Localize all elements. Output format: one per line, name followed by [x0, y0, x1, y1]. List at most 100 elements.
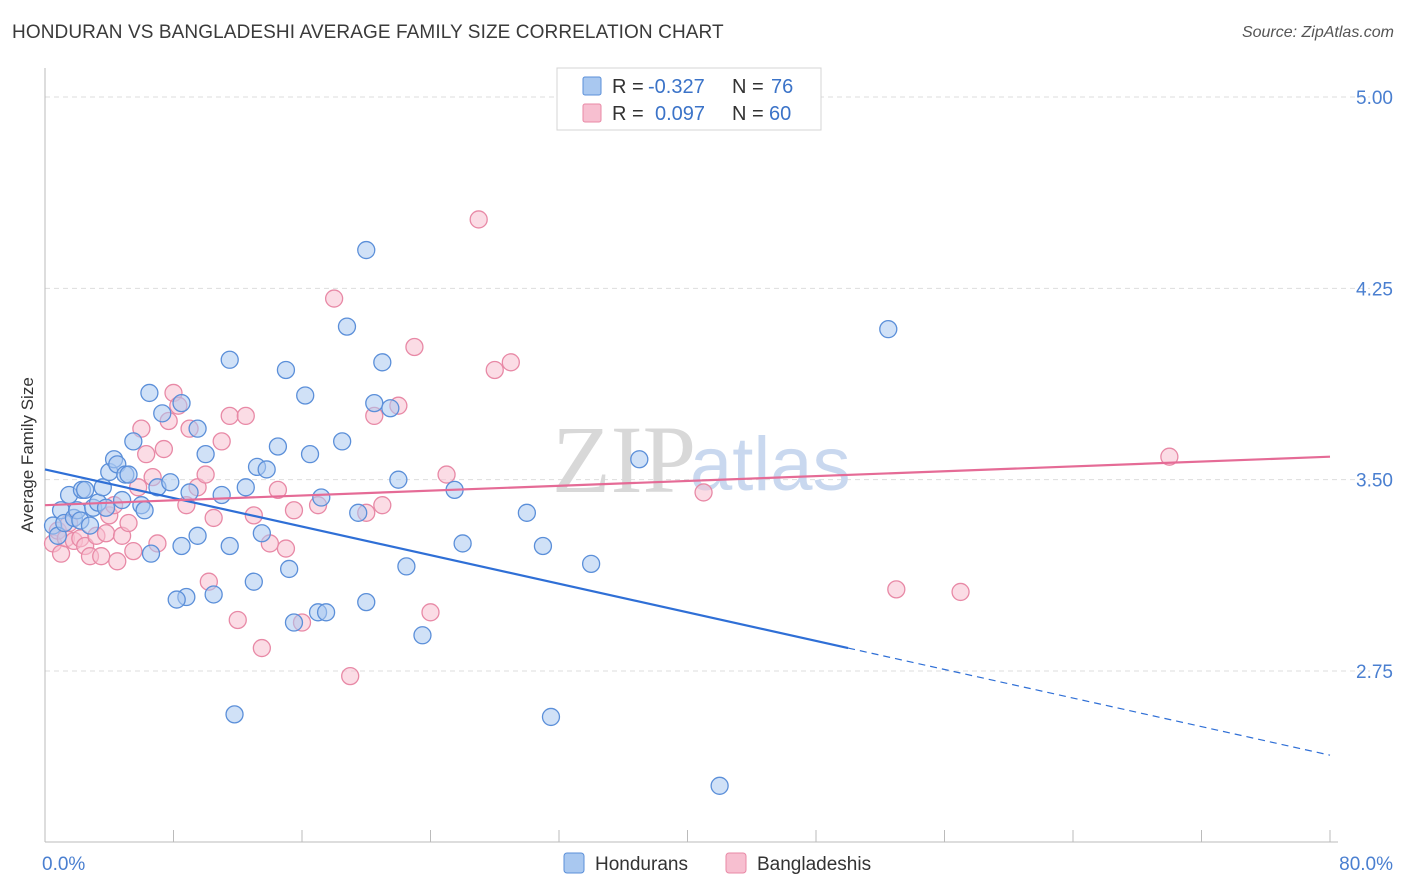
bangladeshi-point — [469, 210, 488, 229]
legend-r-value-bangladeshis: 0.097 — [655, 103, 705, 125]
bangladeshi-point — [236, 406, 255, 426]
bangladeshi-point — [228, 610, 247, 630]
honduran-point — [220, 536, 239, 556]
watermark-atlas: atlas — [690, 422, 851, 507]
y-tick-label: 2.75 — [1356, 662, 1393, 683]
honduran-point — [517, 503, 537, 522]
honduran-point — [373, 353, 392, 372]
honduran-point — [453, 534, 472, 553]
honduran-point — [252, 524, 271, 543]
honduran-point — [172, 536, 191, 556]
bangladeshi-point — [212, 432, 231, 451]
x-tick-labels: 0.0% 80.0% — [42, 854, 1393, 875]
legend-n-label-hondurans: N = — [732, 76, 764, 98]
bangladeshi-point — [501, 353, 520, 372]
bangladeshi-point — [268, 480, 288, 500]
honduran-point — [533, 536, 553, 556]
watermark-zip: ZIP — [552, 406, 696, 513]
honduran-point — [710, 776, 729, 795]
bangladeshi-point — [324, 289, 344, 308]
honduran-point — [397, 557, 416, 576]
y-axis-title: Average Family Size — [18, 377, 37, 533]
legend-r-label-bangladeshis: R = — [612, 103, 644, 125]
bangladeshi-point — [951, 582, 970, 602]
y-tick-label: 4.25 — [1356, 279, 1393, 300]
legend-r-value-hondurans: -0.327 — [648, 76, 705, 98]
bangladeshi-point — [341, 666, 360, 686]
honduran-point — [180, 483, 199, 502]
trend-layer — [44, 455, 1331, 756]
bangladeshi-point — [694, 483, 713, 502]
honduran-point — [76, 480, 95, 500]
honduran-point — [279, 559, 299, 579]
legend-swatch-bangladeshis — [582, 103, 602, 123]
bangladeshi-point — [887, 580, 906, 599]
honduran-point — [581, 554, 601, 574]
honduran-point — [140, 383, 159, 403]
y-tick-label: 5.00 — [1356, 88, 1393, 109]
honduran-point — [284, 613, 304, 632]
honduran-point — [879, 320, 898, 339]
honduran-point — [413, 626, 432, 645]
honduran-point — [300, 445, 320, 464]
y-tick-label: 3.50 — [1356, 471, 1393, 492]
honduran-point — [153, 404, 172, 423]
bangladeshi-point — [92, 547, 111, 566]
honduran-point — [188, 419, 207, 438]
honduran-point — [333, 432, 352, 451]
honduran-point — [244, 572, 263, 591]
honduran-point — [357, 240, 376, 260]
honduran-point — [349, 503, 368, 522]
honduran-trend-extension — [847, 647, 1331, 756]
bangladeshi-point — [437, 465, 456, 484]
honduran-point — [236, 478, 255, 497]
bangladeshi-point — [252, 638, 271, 658]
series-legend: Hondurans Bangladeshis — [563, 852, 871, 875]
honduran-point — [389, 470, 408, 489]
chart-title: HONDURAN VS BANGLADESHI AVERAGE FAMILY S… — [12, 22, 724, 43]
honduran-point — [196, 445, 215, 464]
axis-layer — [44, 68, 1338, 843]
bangladeshi-point — [196, 465, 215, 484]
bangladeshi-point — [485, 360, 504, 380]
legend-n-value-bangladeshis: 60 — [769, 103, 791, 125]
honduran-point — [119, 465, 138, 484]
honduran-point — [276, 360, 296, 380]
points-layer — [43, 210, 1179, 795]
bangladeshi-point — [154, 439, 174, 459]
honduran-point — [630, 450, 649, 469]
honduran-point — [172, 393, 191, 413]
y-tick-labels: 2.75 3.50 4.25 5.00 — [1356, 88, 1393, 683]
honduran-point — [337, 317, 357, 336]
honduran-point — [112, 490, 132, 510]
honduran-point — [212, 485, 231, 505]
honduran-point — [135, 501, 154, 520]
bangladeshi-point — [108, 552, 127, 571]
bangladeshi-point — [51, 544, 71, 563]
bangladeshi-point — [405, 337, 424, 357]
bangladeshi-point — [204, 508, 223, 528]
honduran-point — [268, 437, 288, 456]
bangladeshi-point — [373, 496, 392, 515]
honduran-point — [225, 705, 244, 724]
grid-layer — [45, 96, 1370, 672]
series-legend-swatch-bangladeshis — [725, 852, 747, 874]
bangladeshi-trend-line — [44, 455, 1331, 507]
honduran-point — [296, 386, 315, 405]
stats-legend: R = -0.327 N = 76 R = 0.097 N = 60 — [556, 67, 822, 131]
x-tick-label: 0.0% — [42, 854, 85, 875]
legend-n-label-bangladeshis: N = — [732, 103, 764, 125]
honduran-point — [124, 432, 143, 451]
bangladeshi-point — [276, 539, 296, 558]
honduran-point — [167, 590, 186, 609]
bangladeshi-point — [1160, 447, 1179, 466]
legend-r-label-hondurans: R = — [612, 76, 644, 98]
bangladeshi-point — [284, 501, 304, 520]
honduran-point — [312, 488, 331, 507]
bangladeshi-point — [124, 541, 143, 561]
honduran-point — [204, 585, 223, 604]
x-tick-label: 80.0% — [1339, 854, 1393, 875]
bangladeshi-point — [220, 406, 239, 426]
chart-source: Source: ZipAtlas.com — [1241, 24, 1394, 41]
